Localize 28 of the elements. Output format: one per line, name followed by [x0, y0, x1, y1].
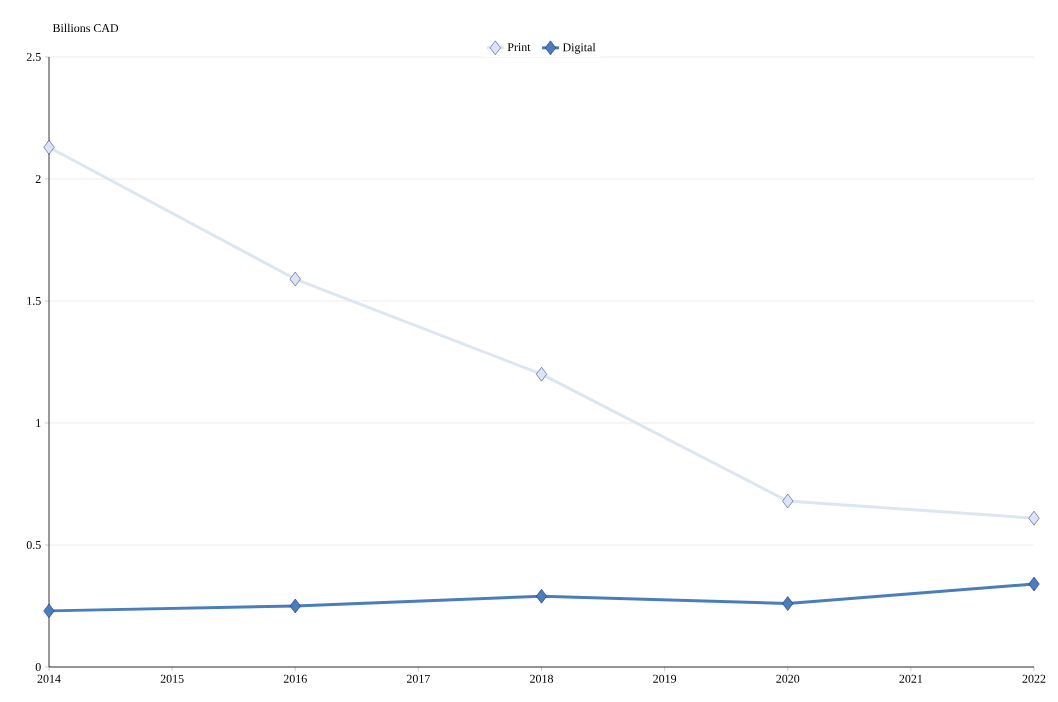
point — [1028, 576, 1040, 592]
x-tick-label: 2020 — [776, 674, 800, 683]
y-tick-label: 0.5 — [26, 540, 41, 550]
y-tick-label: 1 — [36, 419, 41, 427]
legend-label: Print — [507, 43, 531, 52]
x-tick-label: 2016 — [283, 674, 307, 683]
x-tick-label: 2015 — [160, 674, 184, 683]
y-tick-label: 2 — [35, 175, 41, 183]
point — [43, 140, 55, 155]
point — [782, 493, 794, 509]
y-tick-label: 0 — [35, 662, 41, 672]
y-axis-title: Billions CAD — [52, 23, 119, 33]
x-tick-label: 2018 — [530, 674, 553, 683]
x-tick-label: 2017 — [406, 674, 430, 683]
x-tick-label: 2022 — [1022, 674, 1046, 683]
point — [289, 271, 301, 287]
point — [43, 603, 55, 619]
point — [535, 366, 548, 382]
y-tick-label: 2.5 — [26, 52, 41, 62]
x-tick-label: 2019 — [653, 674, 677, 683]
legend-label: Digital — [562, 42, 596, 54]
x-tick-label: 2014 — [37, 674, 61, 683]
y-tick-label: 1.5 — [27, 296, 41, 306]
point — [535, 588, 548, 604]
point — [289, 598, 301, 614]
point — [1028, 510, 1040, 526]
x-tick-label: 2021 — [899, 674, 923, 683]
point — [782, 596, 794, 611]
